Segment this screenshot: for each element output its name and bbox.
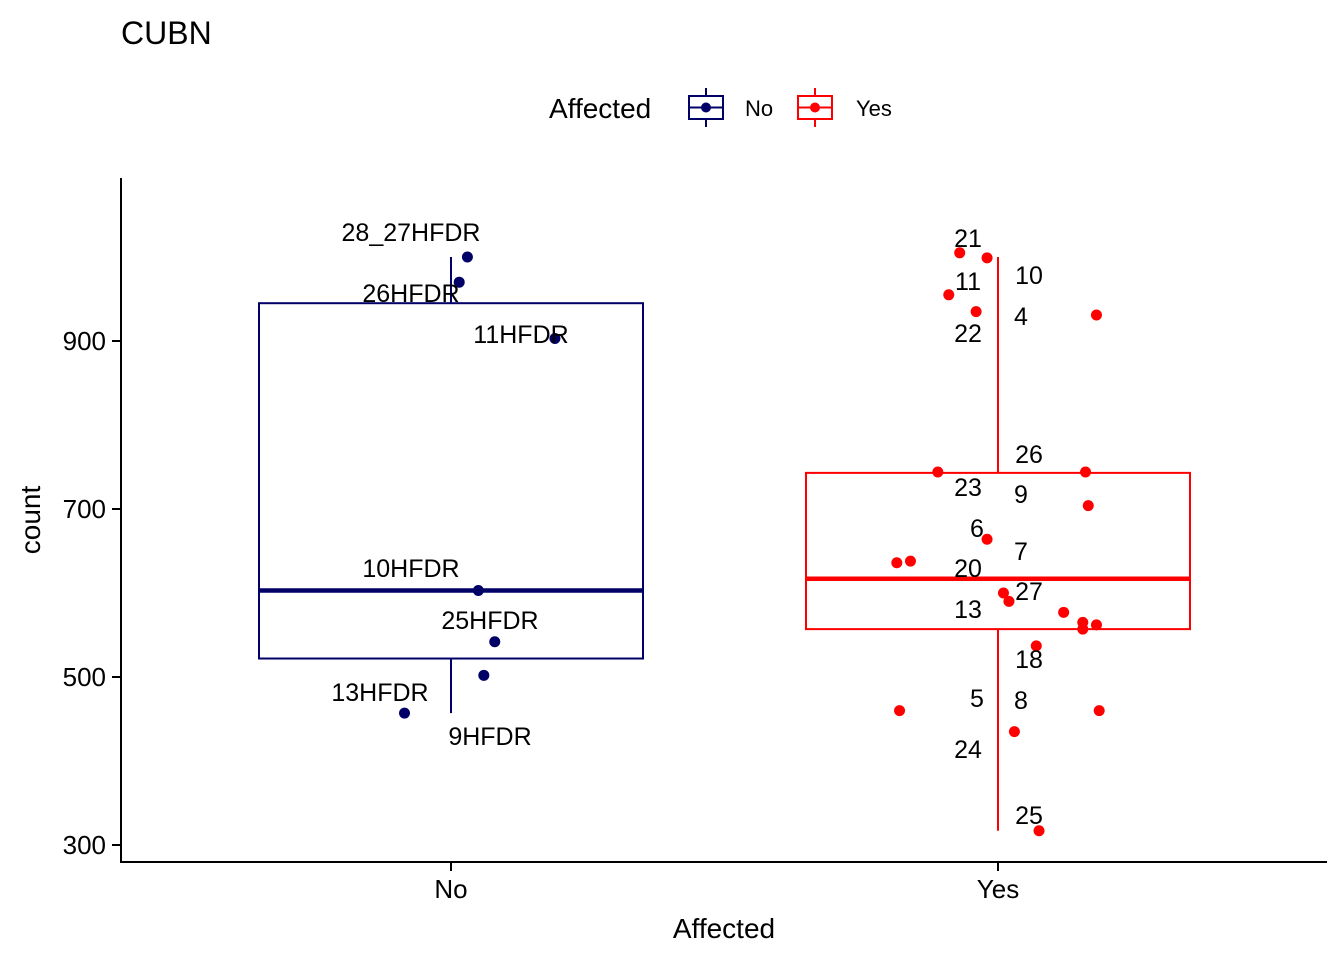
data-point-yes-0 (954, 247, 966, 259)
data-point-yes-18 (894, 705, 906, 717)
data-point-yes-13 (1058, 606, 1070, 618)
point-label-no-25hfdr: 25HFDR (441, 607, 538, 635)
point-label-yes-7: 7 (1014, 538, 1028, 566)
point-label-yes-9: 9 (1014, 481, 1028, 509)
data-point-yes-1 (981, 252, 993, 264)
data-point-yes-20 (1008, 726, 1020, 738)
data-point-yes-11 (997, 587, 1009, 599)
point-label-no-11hfdr: 11HFDR (473, 321, 568, 349)
data-point-no-2 (549, 332, 561, 344)
point-label-yes-5: 5 (970, 685, 984, 713)
legend-key-dot-yes (810, 102, 820, 113)
x-axis: No Yes (434, 862, 1019, 904)
data-point-yes-10 (891, 557, 903, 569)
data-point-yes-21 (1033, 825, 1045, 837)
chart-title: CUBN (121, 15, 212, 51)
point-label-no-26hfdr: 26HFDR (362, 280, 459, 308)
data-point-yes-8 (981, 533, 993, 545)
box-no (258, 302, 644, 660)
data-point-yes-17 (1030, 640, 1042, 652)
data-point-no-1 (453, 276, 465, 288)
point-label-yes-4: 4 (1014, 303, 1028, 331)
data-point-no-5 (478, 669, 490, 681)
data-point-yes-15 (1090, 619, 1102, 631)
data-point-yes-6 (1080, 466, 1092, 478)
data-point-yes-3 (970, 306, 982, 318)
point-label-yes-26: 26 (1015, 441, 1043, 469)
point-label-yes-24: 24 (954, 736, 982, 764)
legend-label-no: No (745, 96, 773, 121)
y-tick-label-500: 500 (63, 662, 106, 692)
data-point-yes-2 (943, 289, 955, 301)
point-label-no-13hfdr: 13HFDR (331, 679, 428, 707)
point-label-no-10hfdr: 10HFDR (362, 555, 459, 583)
data-point-yes-16 (1077, 623, 1089, 635)
point-label-yes-21: 21 (954, 225, 982, 253)
point-label-no-28-27hfdr: 28_27HFDR (342, 219, 481, 247)
point-label-yes-18: 18 (1015, 646, 1043, 674)
x-axis-title: Affected (673, 913, 775, 944)
point-label-yes-27: 27 (1015, 578, 1043, 606)
legend-item-no: No (688, 88, 773, 127)
point-label-yes-8: 8 (1014, 687, 1028, 715)
legend: Affected No Yes (549, 88, 892, 127)
x-tick-label-no: No (434, 874, 467, 904)
point-label-yes-13: 13 (954, 596, 982, 624)
point-label-no-9hfdr: 9HFDR (448, 723, 531, 751)
legend-title: Affected (549, 93, 651, 124)
point-label-yes-10: 10 (1015, 262, 1043, 290)
plot-area: 28_27HFDR 26HFDR 11HFDR 10HFDR 25HFDR 9HFDR 13… (258, 219, 1191, 837)
data-point-no-6 (399, 707, 411, 719)
data-point-no-0 (461, 251, 473, 263)
legend-label-yes: Yes (856, 96, 892, 121)
point-label-yes-22: 22 (954, 320, 982, 348)
legend-key-dot-no (701, 102, 711, 113)
y-axis: 300 500 700 900 (63, 326, 121, 860)
data-point-yes-7 (1082, 500, 1094, 512)
legend-item-yes: Yes (797, 88, 892, 127)
data-point-yes-19 (1093, 705, 1105, 717)
point-label-yes-25: 25 (1015, 802, 1043, 830)
data-point-no-3 (472, 584, 484, 596)
point-label-yes-23: 23 (954, 474, 982, 502)
y-tick-label-900: 900 (63, 326, 106, 356)
y-axis-title: count (15, 486, 46, 555)
point-label-yes-6: 6 (970, 515, 984, 543)
data-point-yes-9 (904, 555, 916, 567)
data-point-yes-5 (932, 466, 944, 478)
data-point-yes-12 (1003, 595, 1015, 607)
point-label-yes-11: 11 (955, 268, 981, 296)
data-point-yes-4 (1090, 309, 1102, 321)
x-tick-label-yes: Yes (977, 874, 1019, 904)
y-tick-label-300: 300 (63, 830, 106, 860)
y-tick-label-700: 700 (63, 494, 106, 524)
box-yes (805, 471, 1191, 631)
data-point-no-4 (489, 636, 501, 648)
point-label-yes-20: 20 (954, 555, 982, 583)
